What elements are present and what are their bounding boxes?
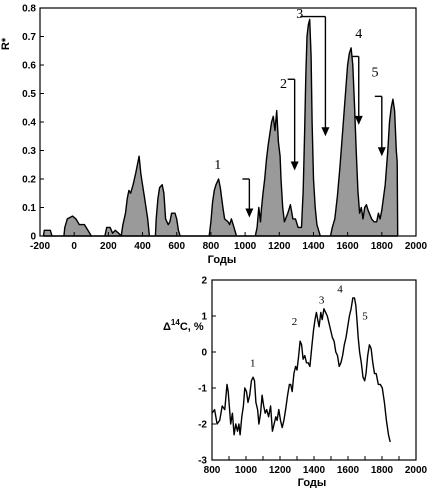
y-tick-label: 1 — [201, 312, 207, 323]
x-tick-label: 200 — [100, 241, 117, 252]
x-tick-label: 1000 — [234, 241, 257, 252]
x-tick-label: 1000 — [235, 465, 258, 476]
x-tick-label: 800 — [204, 465, 221, 476]
y-axis-label: R* — [0, 37, 12, 50]
y-tick-label: 0.1 — [22, 203, 36, 214]
x-tick-label: 600 — [168, 241, 185, 252]
annotation-label: 3 — [319, 294, 325, 306]
y-tick-label: 2 — [201, 276, 207, 287]
annotation-label: 2 — [280, 77, 287, 92]
y-tick-label: 0.2 — [22, 175, 36, 186]
annotation-label: 5 — [371, 65, 378, 80]
y-tick-label: 0.5 — [22, 89, 36, 100]
y-tick-label: 0 — [201, 348, 207, 359]
y-axis-label: Δ14C, % — [163, 318, 204, 333]
y-tick-label: 0.4 — [22, 118, 36, 129]
arrow-head — [377, 147, 386, 157]
series-area — [42, 18, 399, 237]
annotation-label: 1 — [250, 357, 256, 369]
x-tick-label: 1600 — [337, 241, 360, 252]
x-tick-label: 1200 — [269, 465, 292, 476]
arrow-head — [354, 115, 363, 125]
y-tick-label: -3 — [198, 456, 207, 467]
arrow-head — [321, 127, 330, 137]
annotation-label: 5 — [362, 311, 368, 323]
y-tick-label: 0.3 — [22, 146, 36, 157]
plot-frame — [211, 279, 417, 461]
x-tick-label: 1400 — [302, 241, 325, 252]
arrow-head — [290, 161, 299, 171]
annotation-label: 3 — [296, 7, 303, 22]
x-tick-label: 1800 — [371, 465, 394, 476]
top-chart: -200 0 200 400 600 800 1000 1200 1400 1600 1800 200… — [0, 4, 428, 267]
x-tick-label: 2000 — [405, 465, 428, 476]
x-tick-label: 1800 — [371, 241, 394, 252]
x-axis-label: Годы — [208, 254, 237, 266]
y-tick-label: 0.6 — [22, 61, 36, 72]
y-tick-label: -1 — [198, 384, 207, 395]
annotation-label: 1 — [214, 158, 221, 173]
x-tick-label: 1600 — [337, 465, 360, 476]
annotation-label: 2 — [292, 316, 298, 328]
x-tick-label: 0 — [71, 241, 77, 252]
x-tick-label: 800 — [203, 241, 220, 252]
y-tick-label: 0 — [30, 232, 36, 243]
x-tick-label: 1400 — [303, 465, 326, 476]
x-axis-label: Годы — [298, 477, 327, 488]
x-tick-label: 1200 — [268, 241, 291, 252]
annotation-label: 4 — [337, 284, 343, 296]
y-tick-label: 0.7 — [22, 32, 36, 43]
bottom-chart: 800 1000 1200 1400 1600 1800 2000 -3 -2 -1 0 1 2 Годы… — [163, 276, 428, 488]
annotation-label: 4 — [355, 27, 362, 42]
x-tick-label: -200 — [30, 241, 50, 252]
arrow-head — [245, 208, 254, 218]
x-tick-label: 2000 — [405, 241, 428, 252]
x-tick-label: 400 — [134, 241, 151, 252]
series-line — [211, 297, 391, 443]
y-tick-label: -2 — [198, 420, 207, 431]
y-tick-label: 0.8 — [22, 4, 36, 15]
